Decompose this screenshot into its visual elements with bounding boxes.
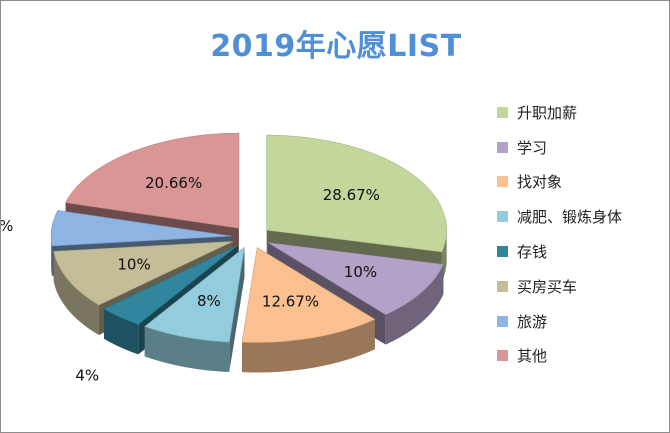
data-label: 8% (197, 292, 221, 310)
legend-swatch (497, 211, 508, 223)
legend-item: 存钱 (497, 234, 622, 269)
legend-swatch (497, 350, 508, 362)
pie-slice (65, 132, 240, 229)
legend-swatch (497, 280, 508, 292)
legend-swatch (497, 315, 508, 327)
legend-item: 旅游 (497, 304, 622, 339)
legend-label: 升职加薪 (517, 103, 578, 122)
slice-rim-找对象 (242, 319, 375, 373)
legend: 升职加薪学习找对象减肥、锻炼身体 存钱买房买车旅游其他 (497, 95, 622, 373)
slice-rim-买房买车 (53, 251, 99, 336)
data-label: 4% (75, 366, 99, 384)
pie-slice (267, 242, 444, 315)
legend-item: 学习 (497, 130, 622, 165)
slice-rim-学习 (385, 264, 444, 345)
slice-rim-存钱 (104, 308, 139, 355)
legend-item: 其他 (497, 339, 622, 374)
legend-item: 升职加薪 (497, 95, 622, 130)
legend-item: 找对象 (497, 165, 622, 200)
data-label: 12.67% (262, 293, 319, 311)
legend-label: 减肥、锻炼身体 (517, 208, 623, 227)
pie-tops (50, 132, 447, 343)
pie-slice (53, 241, 233, 306)
legend-label: 买房买车 (517, 277, 578, 296)
data-label: 6% (1, 217, 13, 235)
data-label: 28.67% (323, 186, 380, 204)
pie-labels: 28.67% 10% 12.67% 8% 4% 10% 6% 20.66% (1, 174, 380, 385)
data-label: 20.66% (145, 174, 202, 192)
slice-rim-减肥、锻炼身体 (144, 326, 230, 373)
legend-item: 减肥、锻炼身体 (497, 199, 622, 234)
legend-item: 买房买车 (497, 269, 622, 304)
data-label: 10% (117, 256, 150, 274)
chart-title: 2019年心愿LIST (210, 29, 462, 64)
pie-slice (266, 134, 447, 253)
legend-label: 存钱 (517, 243, 548, 262)
legend-label: 学习 (517, 138, 548, 157)
legend-swatch (497, 246, 508, 258)
legend-swatch (497, 141, 508, 153)
pie-slice (103, 245, 239, 325)
pie-slice (144, 246, 245, 343)
legend-label: 旅游 (517, 312, 548, 331)
pie-slice (50, 210, 232, 247)
legend-swatch (497, 106, 508, 118)
legend-label: 其他 (517, 347, 548, 366)
pie-slice (241, 246, 376, 343)
data-label: 10% (344, 263, 377, 281)
legend-swatch (497, 176, 508, 188)
legend-label: 找对象 (517, 173, 563, 192)
